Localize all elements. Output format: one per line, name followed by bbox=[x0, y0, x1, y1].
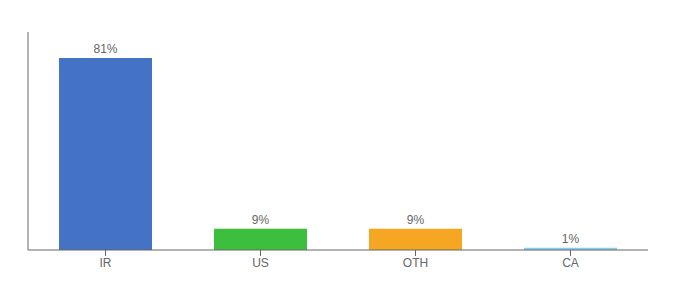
svg-text:OTH: OTH bbox=[403, 256, 428, 270]
svg-text:81%: 81% bbox=[93, 42, 117, 56]
svg-text:9%: 9% bbox=[252, 213, 270, 227]
svg-text:9%: 9% bbox=[407, 213, 425, 227]
svg-text:1%: 1% bbox=[562, 232, 580, 246]
svg-text:IR: IR bbox=[100, 256, 112, 270]
svg-text:CA: CA bbox=[562, 256, 579, 270]
svg-text:US: US bbox=[252, 256, 269, 270]
